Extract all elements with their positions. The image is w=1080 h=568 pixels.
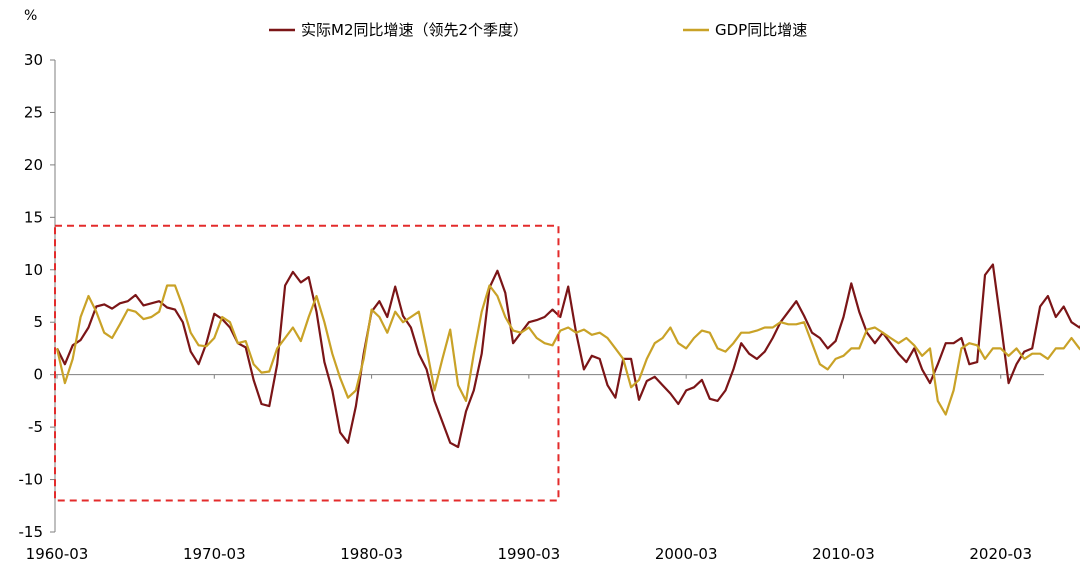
y-tick-label: 25 — [24, 103, 43, 121]
series-line-gdp — [55, 284, 1080, 416]
y-tick-label: 0 — [33, 366, 43, 384]
y-tick-label: 5 — [33, 313, 43, 331]
legend: 实际M2同比增速（领先2个季度） GDP同比增速 — [269, 21, 807, 39]
highlight-box-1 — [54, 224, 560, 502]
x-axis: 1960-03 1970-03 1980-03 1990-03 2000-03 2010-… — [26, 374, 1044, 563]
x-tick-label: 2000-03 — [655, 545, 718, 563]
x-tick-label: 1980-03 — [340, 545, 403, 563]
y-axis: 30 25 20 15 10 5 0 -5 -10 -15 — [19, 51, 56, 541]
series-line-m2 — [56, 263, 1080, 449]
x-tick-label: 2020-03 — [969, 545, 1032, 563]
series-lines — [55, 263, 1080, 449]
highlight-boxes — [54, 224, 560, 502]
y-tick-label: -5 — [28, 418, 43, 436]
y-tick-label: -10 — [19, 471, 44, 489]
x-tick-label: 1990-03 — [498, 545, 561, 563]
y-tick-label: 15 — [24, 208, 43, 226]
y-tick-label: 20 — [24, 156, 43, 174]
x-tick-label: 2010-03 — [812, 545, 875, 563]
x-tick-label: 1960-03 — [26, 545, 89, 563]
y-tick-label: 10 — [24, 261, 43, 279]
y-axis-unit-label: % — [24, 8, 37, 24]
legend-label: 实际M2同比增速（领先2个季度） — [301, 21, 528, 39]
x-tick-label: 1970-03 — [183, 545, 246, 563]
y-tick-label: -15 — [19, 523, 44, 541]
legend-label: GDP同比增速 — [715, 21, 807, 39]
y-tick-label: 30 — [24, 51, 43, 69]
